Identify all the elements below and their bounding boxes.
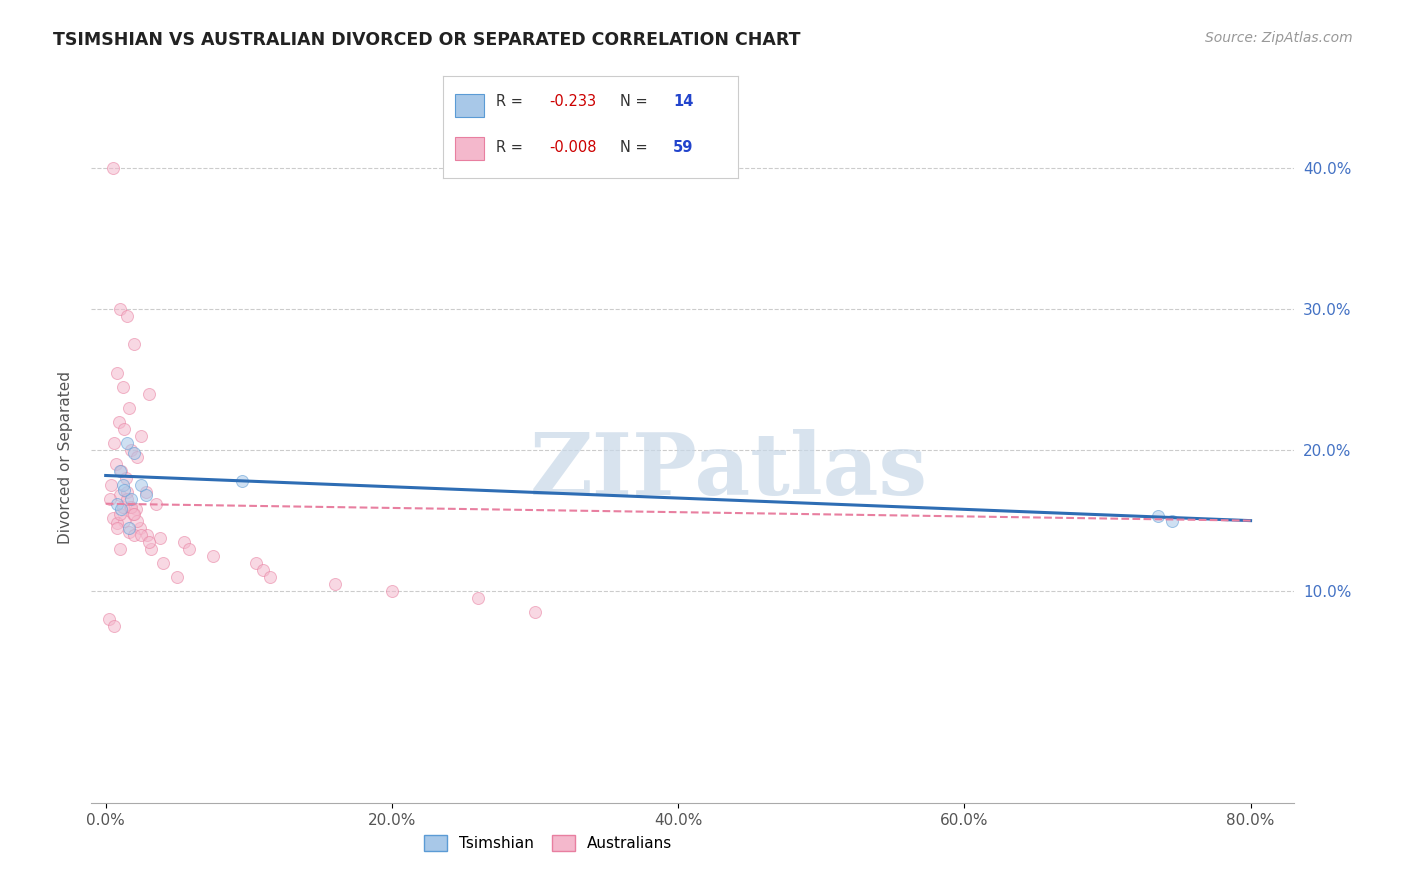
- Point: [138, 386, 160, 401]
- Point: [115, 309, 138, 323]
- Point: [105, 366, 128, 380]
- Point: [122, 507, 145, 521]
- Point: [110, 464, 132, 478]
- Text: TSIMSHIAN VS AUSTRALIAN DIVORCED OR SEPARATED CORRELATION CHART: TSIMSHIAN VS AUSTRALIAN DIVORCED OR SEPA…: [53, 31, 801, 49]
- Point: [111, 500, 134, 514]
- Point: [125, 502, 148, 516]
- Point: [467, 591, 489, 606]
- Point: [136, 527, 159, 541]
- Point: [115, 436, 138, 450]
- Point: [131, 527, 153, 541]
- Point: [124, 446, 146, 460]
- Point: [131, 429, 153, 443]
- Point: [108, 464, 131, 478]
- Point: [108, 541, 131, 556]
- Point: [107, 415, 129, 429]
- Point: [524, 605, 547, 619]
- Text: 59: 59: [673, 140, 693, 155]
- Point: [381, 584, 404, 599]
- Point: [103, 619, 125, 633]
- Point: [252, 563, 274, 577]
- Point: [111, 478, 134, 492]
- Point: [1160, 514, 1182, 528]
- Text: N =: N =: [620, 94, 652, 109]
- Point: [112, 422, 135, 436]
- Point: [98, 492, 121, 507]
- Text: 14: 14: [673, 94, 693, 109]
- Y-axis label: Divorced or Separated: Divorced or Separated: [58, 371, 73, 543]
- Point: [105, 521, 128, 535]
- Point: [202, 549, 225, 563]
- Bar: [454, 137, 484, 160]
- Point: [114, 471, 136, 485]
- Text: R =: R =: [496, 94, 527, 109]
- Point: [111, 379, 134, 393]
- Bar: [454, 95, 484, 117]
- Text: -0.233: -0.233: [550, 94, 596, 109]
- Text: Source: ZipAtlas.com: Source: ZipAtlas.com: [1205, 31, 1353, 45]
- Point: [259, 570, 281, 584]
- Point: [120, 492, 143, 507]
- Point: [108, 301, 131, 316]
- Point: [149, 531, 172, 545]
- Point: [141, 541, 163, 556]
- Point: [127, 514, 149, 528]
- Point: [101, 161, 124, 175]
- Point: [129, 521, 152, 535]
- Point: [105, 497, 128, 511]
- Point: [120, 500, 143, 514]
- Point: [110, 502, 132, 516]
- Point: [105, 516, 128, 531]
- Point: [112, 514, 135, 528]
- Point: [115, 485, 138, 500]
- Point: [108, 507, 131, 521]
- Point: [135, 488, 157, 502]
- Point: [135, 485, 157, 500]
- Point: [231, 474, 253, 488]
- Point: [108, 488, 131, 502]
- Point: [177, 541, 200, 556]
- Point: [115, 492, 138, 507]
- Point: [100, 478, 122, 492]
- Text: ZIPatlas: ZIPatlas: [530, 429, 928, 513]
- Point: [173, 534, 195, 549]
- Point: [112, 483, 135, 497]
- Point: [117, 524, 139, 539]
- Text: R =: R =: [496, 140, 527, 155]
- Point: [1146, 509, 1168, 524]
- Point: [124, 527, 146, 541]
- Point: [101, 511, 124, 525]
- Point: [97, 612, 120, 626]
- Text: -0.008: -0.008: [550, 140, 596, 155]
- Point: [104, 457, 127, 471]
- Point: [245, 556, 267, 570]
- Point: [117, 521, 139, 535]
- Point: [124, 337, 146, 351]
- Legend: Tsimshian, Australians: Tsimshian, Australians: [418, 830, 679, 857]
- Point: [120, 443, 143, 458]
- Point: [152, 556, 174, 570]
- Point: [118, 500, 141, 514]
- Text: N =: N =: [620, 140, 652, 155]
- Point: [323, 577, 346, 591]
- Point: [145, 497, 167, 511]
- Point: [166, 570, 188, 584]
- Point: [117, 401, 139, 415]
- Point: [103, 436, 125, 450]
- Point: [131, 478, 153, 492]
- Point: [138, 534, 160, 549]
- Point: [127, 450, 149, 465]
- Point: [124, 507, 146, 521]
